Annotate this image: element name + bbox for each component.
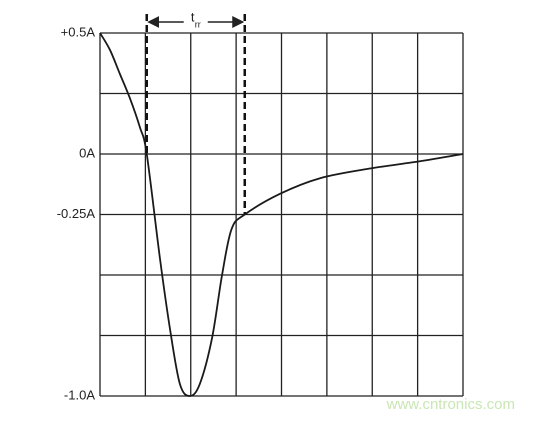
annotation-label: t xyxy=(191,9,195,24)
y-tick-label: -0.25A xyxy=(57,206,96,221)
y-tick-label: -1.0A xyxy=(64,387,95,402)
y-tick-label: 0A xyxy=(79,145,95,160)
y-tick-label: +0.5A xyxy=(61,24,96,39)
watermark: www.cntronics.com xyxy=(386,396,515,413)
annotation-subscript: rr xyxy=(195,19,201,29)
curve xyxy=(99,32,464,397)
